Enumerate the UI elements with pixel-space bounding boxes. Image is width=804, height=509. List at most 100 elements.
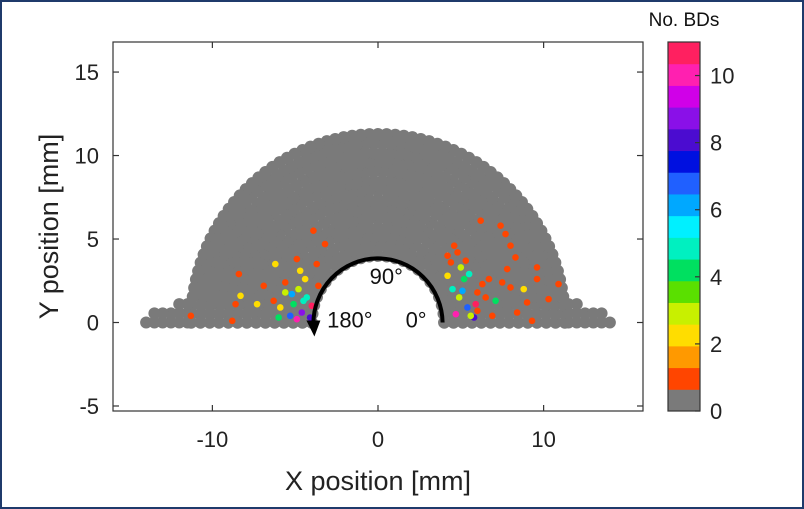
breakdown-point (512, 254, 519, 261)
breakdown-point (293, 315, 301, 323)
structure-cell (173, 307, 186, 320)
y-tick-label: 10 (75, 144, 99, 169)
axes: -10 0 10 -5 0 5 10 15 (75, 41, 644, 452)
structure-cell (156, 307, 169, 320)
x-tick-label: 0 (372, 427, 384, 452)
breakdown-point (296, 267, 304, 275)
structure-cell (512, 316, 525, 329)
structure-cell (562, 316, 575, 329)
structure-cell (164, 307, 177, 320)
structure-cell (570, 316, 583, 329)
breakdown-point (310, 227, 317, 234)
breakdown-point (275, 314, 282, 321)
structure-cell (540, 316, 553, 329)
x-tick-label: -10 (196, 427, 228, 452)
structure-cell (570, 307, 583, 320)
structure-cell (562, 298, 575, 311)
structure-cell (376, 174, 389, 188)
breakdown-point (315, 282, 322, 290)
breakdown-point (507, 284, 514, 291)
breakdown-point (293, 255, 301, 263)
breakdown-point (449, 285, 456, 293)
breakdown-point (298, 309, 306, 316)
colorbar-segment (668, 128, 700, 152)
structure-cell (376, 137, 389, 150)
structure-cell (181, 316, 194, 329)
structure-cell (156, 316, 169, 329)
breakdown-point (450, 242, 458, 250)
breakdown-point (455, 294, 463, 301)
breakdown-point (290, 300, 297, 308)
structure-cell (579, 307, 592, 320)
breakdown-point (281, 279, 289, 286)
x-tick-label: 10 (531, 427, 555, 452)
angle-arc (311, 256, 445, 325)
breakdown-point (452, 310, 460, 318)
structure-cell (203, 307, 217, 320)
colorbar-tick-label: 8 (710, 131, 722, 156)
breakdown-point (228, 317, 236, 325)
colorbar-frame (667, 41, 701, 412)
structure-cell (502, 316, 516, 329)
breakdown-point (503, 265, 511, 273)
colorbar-segment (668, 259, 700, 282)
colorbar-segment (668, 85, 700, 108)
structure-cell (376, 146, 389, 160)
breakdown-point (288, 290, 296, 298)
breakdown-point (276, 304, 284, 311)
structure-cell (371, 193, 385, 206)
angle-label-0: 0° (406, 308, 427, 333)
angle-arrowhead (306, 320, 321, 337)
breakdown-point (232, 300, 239, 308)
breakdown-point (474, 307, 481, 315)
breakdown-point (488, 312, 496, 320)
structure-cell (549, 316, 562, 329)
colorbar-segment (668, 389, 700, 412)
breakdown-point (465, 270, 473, 278)
breakdown-point (477, 217, 484, 224)
structure-cell (148, 316, 161, 329)
y-axis-label: Y position [mm] (34, 134, 64, 320)
structure-cell (371, 156, 385, 169)
breakdown-point (479, 280, 486, 288)
colorbar-segment (668, 107, 700, 130)
structure-cell (213, 307, 226, 321)
structure-cell (380, 128, 393, 141)
colorbar-segment (668, 280, 700, 303)
structure-cell (484, 316, 497, 329)
breakdown-point (545, 295, 552, 303)
breakdown-point (321, 240, 329, 248)
breakdown-point (507, 242, 514, 250)
breakdown-point (464, 304, 471, 311)
y-tick-label: -5 (79, 394, 99, 419)
colorbar-segment (668, 42, 700, 65)
breakdown-point (533, 264, 541, 271)
angle-annotation: 0°90° 180° (306, 256, 445, 337)
breakdown-point (270, 297, 277, 305)
colorbar-segment (668, 215, 700, 238)
structure-cell (231, 307, 245, 320)
colorbar-segment (668, 324, 700, 347)
structure-cell (249, 316, 263, 329)
y-tick-label: 0 (87, 311, 99, 336)
structure-cell (587, 316, 600, 329)
breakdown-point (498, 279, 506, 286)
structure-cell (371, 127, 385, 141)
breakdown-point (313, 260, 321, 268)
breakdown-point (187, 312, 195, 320)
breakdown-point (533, 275, 541, 283)
structure-cell (595, 307, 608, 320)
breakdown-point (485, 275, 493, 283)
y-tick-label: 15 (75, 60, 99, 85)
breakdown-point (444, 252, 451, 260)
breakdown-point (447, 259, 455, 266)
breakdown-point (260, 282, 268, 290)
breakdown-point (281, 289, 289, 296)
colorbar-segment (668, 345, 700, 369)
structure-cell (579, 316, 592, 329)
breakdown-point (272, 260, 279, 268)
y-tick-label: 5 (87, 227, 99, 252)
angle-label-90: 90° (370, 264, 403, 289)
breakdown-point (444, 272, 451, 280)
structure-cell (203, 316, 216, 329)
